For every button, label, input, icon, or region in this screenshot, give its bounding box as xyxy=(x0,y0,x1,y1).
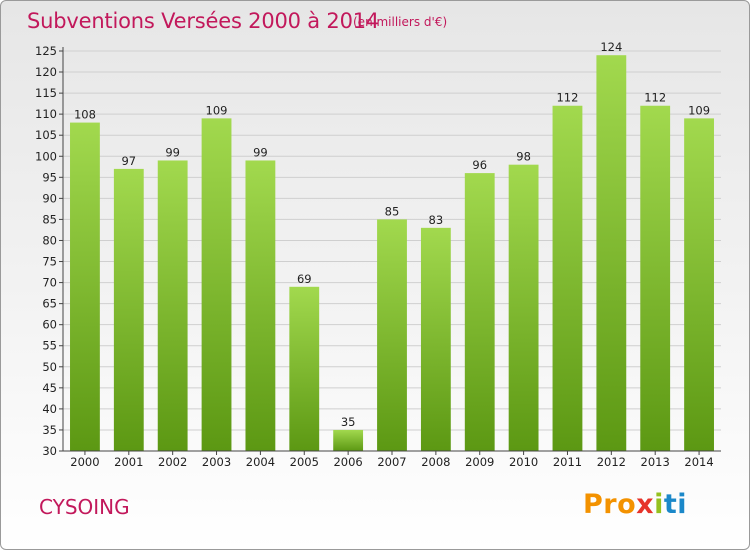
data-label: 112 xyxy=(556,91,578,105)
commune-name: CYSOING xyxy=(39,495,130,519)
y-tick-label: 125 xyxy=(35,44,57,58)
bar xyxy=(508,164,539,451)
x-tick-label: 2004 xyxy=(246,455,275,469)
bar xyxy=(552,105,583,451)
data-label: 99 xyxy=(165,145,180,159)
bar xyxy=(289,286,320,451)
x-tick-label: 2001 xyxy=(114,455,143,469)
y-tick-label: 85 xyxy=(42,212,57,226)
data-label: 124 xyxy=(600,40,622,54)
bar xyxy=(113,168,144,452)
y-tick-label: 35 xyxy=(42,423,57,437)
x-tick-label: 2006 xyxy=(333,455,362,469)
data-label: 108 xyxy=(74,108,96,122)
y-tick-label: 120 xyxy=(35,65,57,79)
y-tick-label: 115 xyxy=(35,86,57,100)
y-tick-label: 40 xyxy=(42,402,57,416)
data-label: 97 xyxy=(121,154,136,168)
chart-title: Subventions Versées 2000 à 2014 xyxy=(27,9,380,33)
data-label: 35 xyxy=(341,415,356,429)
x-tick-label: 2008 xyxy=(421,455,450,469)
y-tick-label: 100 xyxy=(35,149,57,163)
x-tick-label: 2014 xyxy=(684,455,713,469)
x-tick-label: 2003 xyxy=(202,455,231,469)
y-tick-label: 60 xyxy=(42,318,57,332)
data-label: 96 xyxy=(472,158,487,172)
y-tick-label: 95 xyxy=(42,170,57,184)
bar xyxy=(684,118,714,452)
x-tick-label: 2000 xyxy=(70,455,99,469)
y-tick-label: 90 xyxy=(42,191,57,205)
proxiti-logo: Proxiti xyxy=(583,489,688,520)
bar xyxy=(464,173,495,451)
bar xyxy=(157,160,188,451)
data-label: 99 xyxy=(253,145,268,159)
x-tick-label: 2012 xyxy=(597,455,626,469)
y-tick-label: 50 xyxy=(42,360,57,374)
bar xyxy=(333,429,364,451)
data-label: 83 xyxy=(429,213,444,227)
axes xyxy=(59,47,721,455)
x-tick-label: 2013 xyxy=(641,455,670,469)
bar xyxy=(201,118,232,452)
y-tick-label: 80 xyxy=(42,233,57,247)
y-tick-label: 55 xyxy=(42,339,57,353)
x-tick-label: 2005 xyxy=(290,455,319,469)
data-label: 69 xyxy=(297,272,312,286)
y-tick-label: 70 xyxy=(42,276,57,290)
data-label: 98 xyxy=(516,150,531,164)
data-label: 112 xyxy=(644,91,666,105)
bar xyxy=(377,219,407,451)
bars xyxy=(70,55,714,452)
data-label: 109 xyxy=(688,103,710,117)
y-tick-label: 30 xyxy=(42,444,57,458)
chart-subtitle: (en milliers d'€) xyxy=(353,15,448,29)
bar xyxy=(596,55,627,452)
bar xyxy=(70,122,100,451)
x-tick-label: 2011 xyxy=(553,455,582,469)
y-tick-label: 45 xyxy=(42,381,57,395)
x-tick-label: 2009 xyxy=(465,455,494,469)
y-tick-label: 65 xyxy=(42,297,57,311)
y-tick-label: 75 xyxy=(42,255,57,269)
y-tick-label: 110 xyxy=(35,107,57,121)
x-tick-label: 2010 xyxy=(509,455,538,469)
labels: 30 35 40 45 50 55 60 65 70 75 80 85 90 95 100 105 110 115… xyxy=(35,40,714,469)
data-label: 85 xyxy=(385,204,400,218)
data-label: 109 xyxy=(206,103,228,117)
bar xyxy=(420,227,451,451)
bar xyxy=(245,160,276,451)
bar xyxy=(640,105,671,451)
x-tick-label: 2002 xyxy=(158,455,187,469)
x-tick-label: 2007 xyxy=(377,455,406,469)
y-tick-label: 105 xyxy=(35,128,57,142)
